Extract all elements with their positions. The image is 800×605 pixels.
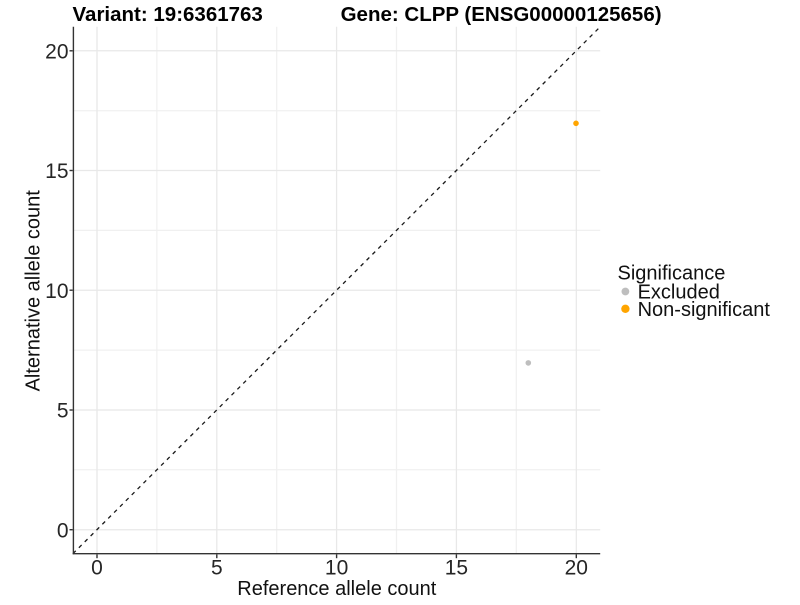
- svg-text:Variant: 19:6361763: Variant: 19:6361763: [73, 3, 263, 26]
- svg-text:Gene: CLPP (ENSG00000125656): Gene: CLPP (ENSG00000125656): [341, 3, 662, 26]
- svg-text:15: 15: [445, 557, 468, 580]
- svg-text:Reference allele count: Reference allele count: [237, 578, 436, 600]
- svg-text:20: 20: [45, 40, 68, 63]
- svg-text:Non-significant: Non-significant: [638, 299, 771, 321]
- svg-text:10: 10: [45, 280, 68, 303]
- svg-text:Alternative allele count: Alternative allele count: [23, 190, 45, 392]
- svg-text:15: 15: [45, 160, 68, 183]
- svg-text:10: 10: [325, 557, 348, 580]
- svg-text:20: 20: [565, 557, 588, 580]
- svg-text:5: 5: [211, 557, 223, 580]
- svg-text:0: 0: [57, 520, 69, 543]
- svg-text:0: 0: [91, 557, 103, 580]
- svg-text:Excluded: Excluded: [638, 282, 720, 304]
- svg-text:5: 5: [57, 399, 69, 422]
- svg-text:Significance: Significance: [618, 263, 726, 285]
